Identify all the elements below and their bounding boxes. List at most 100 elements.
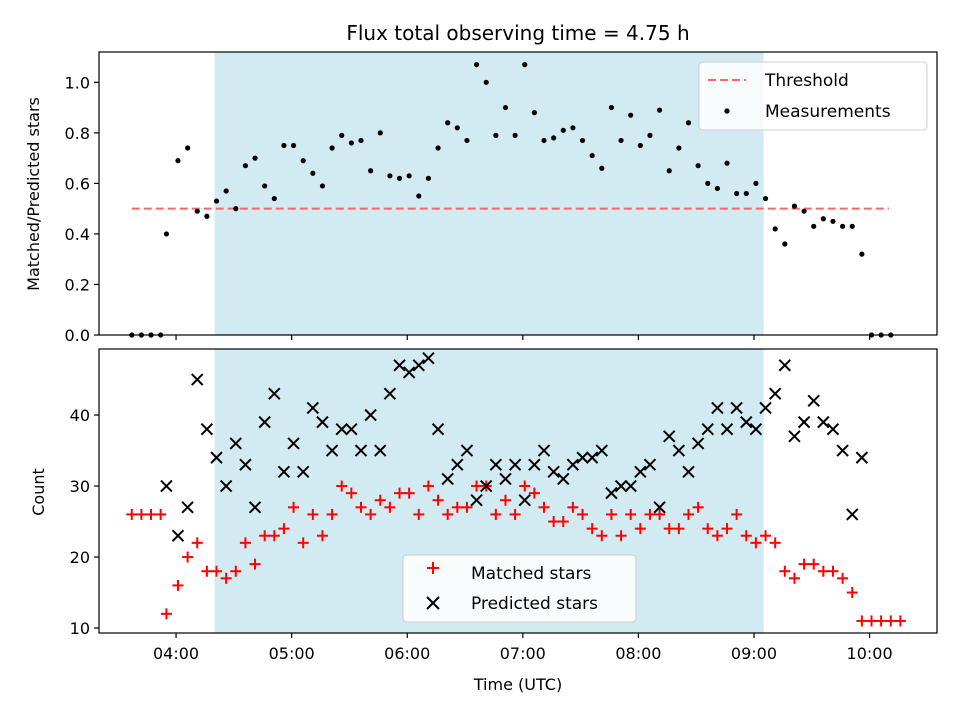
measurement-point <box>310 170 316 176</box>
measurement-point <box>194 208 200 214</box>
matched-star-point <box>875 615 887 627</box>
observing-span <box>214 52 764 335</box>
bottom-y-tick-label: 30 <box>70 477 90 496</box>
predicted-star-point <box>258 415 271 429</box>
predicted-star-point <box>171 529 185 542</box>
top-y-tick-label: 0.0 <box>65 326 90 345</box>
matched-star-point <box>663 523 675 535</box>
matched-star-point <box>374 494 386 506</box>
measurement-point <box>618 137 624 144</box>
predicted-star-point <box>402 366 416 379</box>
matched-star-point <box>336 480 348 492</box>
predicted-star-point <box>528 458 541 471</box>
predicted-star-point <box>547 465 560 479</box>
predicted-star-point <box>316 415 329 429</box>
matched-star-point <box>145 508 157 520</box>
matched-star-point <box>788 572 800 584</box>
predicted-star-point <box>306 401 320 415</box>
measurement-point <box>204 213 210 219</box>
measurement-point <box>801 208 807 214</box>
measurement-point <box>840 223 846 229</box>
matched-star-point <box>422 480 434 492</box>
bottom-legend-box <box>402 554 637 623</box>
predicted-star-point <box>711 401 724 415</box>
predicted-star-point <box>364 408 377 422</box>
predicted-star-point <box>595 444 609 457</box>
matched-star-point <box>644 508 656 520</box>
x-tick-label: 06:00 <box>384 644 430 663</box>
matched-star-point <box>345 487 357 499</box>
measurement-point <box>290 142 297 149</box>
predicted-star-point <box>576 451 589 464</box>
measurement-point <box>608 104 615 111</box>
measurement-point <box>339 132 345 138</box>
matched-star-point <box>471 480 483 492</box>
measurement-point <box>493 132 499 138</box>
measurement-point <box>387 173 393 179</box>
bottom-ticks-layer: 04:00 05:00 06:00 07:00 08:00 09:00 10:00 10 20 3… <box>70 406 893 663</box>
matched-star-point <box>798 558 810 570</box>
predicted-star-point <box>730 401 743 415</box>
measurement-point <box>859 251 865 257</box>
matched-star-point <box>827 565 839 577</box>
measurement-point <box>329 145 335 151</box>
measurement-point <box>262 183 268 189</box>
matched-star-point <box>673 523 685 535</box>
predicted-star-point <box>219 479 233 493</box>
predicted-star-point <box>441 472 454 486</box>
predicted-star-point <box>393 359 406 372</box>
predicted-star-point <box>451 458 464 471</box>
matched-star-point <box>499 494 511 506</box>
predicted-star-point <box>335 423 348 436</box>
bottom-legend: Matched stars Predicted stars <box>402 554 637 623</box>
matched-star-point <box>384 501 396 513</box>
matched-star-point <box>740 530 752 542</box>
matched-star-point <box>654 508 666 520</box>
matched-star-point <box>528 487 540 499</box>
predicted-star-point <box>836 444 849 457</box>
measurement-point <box>791 203 798 209</box>
predicted-star-point <box>296 465 310 479</box>
x-tick-label: 10:00 <box>847 644 893 663</box>
measurement-point <box>570 125 576 131</box>
measurement-point <box>185 145 191 151</box>
matched-star-point <box>126 508 138 520</box>
measurement-point <box>782 241 788 247</box>
measurement-point <box>163 231 170 237</box>
predicted-star-point <box>720 423 734 436</box>
measurement-point <box>319 183 326 189</box>
predicted-star-point <box>229 437 242 450</box>
matched-star-point <box>586 523 598 535</box>
measurement-point <box>811 223 817 229</box>
top-y-tick-label: 0.4 <box>65 225 90 244</box>
measurement-point <box>666 168 672 174</box>
measurement-point <box>628 112 634 118</box>
matched-star-point <box>866 615 878 627</box>
predicted-star-point <box>826 423 840 436</box>
matched-star-point <box>307 508 319 520</box>
measurement-point <box>579 137 586 144</box>
measurement-point <box>551 135 557 141</box>
matched-star-point <box>288 501 300 513</box>
matched-star-point <box>519 480 531 492</box>
predicted-star-point <box>460 444 474 457</box>
predicted-star-point <box>663 430 676 443</box>
top-ylabel: Matched/Predicted stars <box>24 97 43 291</box>
predicted-star-point <box>846 508 859 521</box>
bottom-y-tick-label: 10 <box>70 619 90 638</box>
predicted-star-point <box>691 437 705 450</box>
measurement-point <box>705 180 711 186</box>
matched-star-point <box>721 523 733 535</box>
predicted-star-point <box>807 394 820 408</box>
matched-star-point <box>779 565 791 577</box>
legend-measurements-label: Measurements <box>765 102 891 122</box>
measurement-point <box>281 142 287 149</box>
measurement-point <box>724 160 730 166</box>
matched-star-point <box>702 523 714 535</box>
matched-star-point <box>259 530 271 542</box>
measurement-point <box>772 226 778 232</box>
measurement-point <box>656 107 663 113</box>
measurement-point <box>522 62 528 68</box>
predicted-star-point <box>788 430 801 443</box>
